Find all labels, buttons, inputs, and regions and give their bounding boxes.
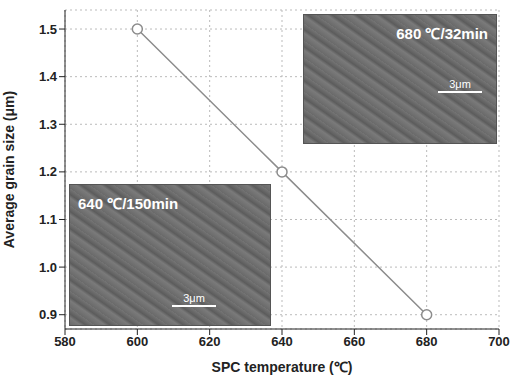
svg-text:680: 680 bbox=[416, 334, 438, 349]
svg-text:1.0: 1.0 bbox=[39, 260, 57, 275]
html-text:680 ℃/32min: 680 ℃/32min bbox=[396, 25, 488, 42]
svg-text:640: 640 bbox=[271, 334, 293, 349]
svg-text:1.2: 1.2 bbox=[39, 164, 57, 179]
svg-text:SPC temperature (℃): SPC temperature (℃) bbox=[212, 359, 353, 375]
svg-text:0.9: 0.9 bbox=[39, 307, 57, 322]
html-text:3μm: 3μm bbox=[449, 78, 471, 90]
svg-text:700: 700 bbox=[488, 334, 510, 349]
svg-text:580: 580 bbox=[54, 334, 76, 349]
svg-text:1.5: 1.5 bbox=[39, 22, 57, 37]
svg-text:600: 600 bbox=[126, 334, 148, 349]
svg-text:1.1: 1.1 bbox=[39, 212, 57, 227]
svg-text:1.3: 1.3 bbox=[39, 117, 57, 132]
html-text:3μm: 3μm bbox=[183, 292, 205, 304]
html-text:640 ℃/150min: 640 ℃/150min bbox=[78, 195, 179, 212]
svg-text:620: 620 bbox=[199, 334, 221, 349]
svg-text:1.4: 1.4 bbox=[39, 69, 58, 84]
svg-text:Average grain size (μm): Average grain size (μm) bbox=[1, 91, 17, 248]
svg-text:660: 660 bbox=[343, 334, 365, 349]
